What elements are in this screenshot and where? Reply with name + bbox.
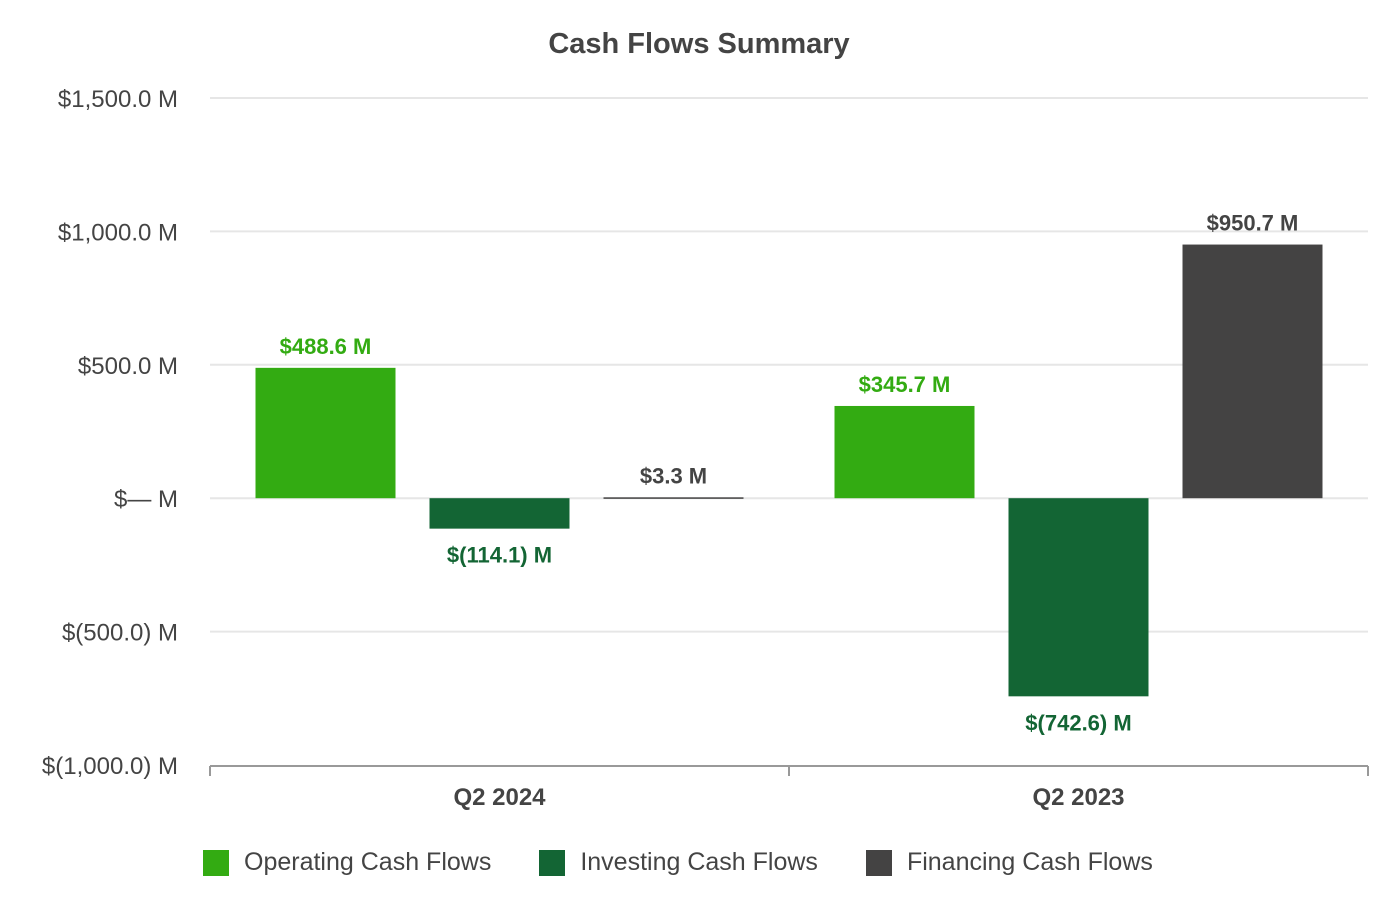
legend-item[interactable]: Investing Cash Flows <box>539 848 818 877</box>
legend-swatch <box>865 849 892 876</box>
bar-financing-cash-flows <box>1182 244 1323 499</box>
y-tick-label: $(1,000.0) M <box>42 753 178 780</box>
data-label: $(742.6) M <box>1025 710 1131 735</box>
y-tick-label: $500.0 M <box>78 353 178 380</box>
bar-investing-cash-flows <box>429 498 570 529</box>
legend-label: Financing Cash Flows <box>906 848 1153 876</box>
legend-swatch <box>539 849 566 876</box>
y-tick-label: $1,500.0 M <box>58 86 178 113</box>
x-category-label: Q2 2024 <box>453 784 546 811</box>
cash-flows-chart: Cash Flows Summary $1,500.0 M $1,000.0 M $… <box>42 28 1369 811</box>
legend-item[interactable]: Operating Cash Flows <box>203 848 491 877</box>
data-label: $950.7 M <box>1207 211 1299 236</box>
y-tick-label: $1,000.0 M <box>58 219 178 246</box>
legend: Operating Cash Flows Investing Cash Flows… <box>203 848 1201 877</box>
x-category-label: Q2 2023 <box>1032 784 1124 811</box>
y-tick-label: $— M <box>114 486 178 513</box>
legend-label: Investing Cash Flows <box>580 848 818 876</box>
bar-financing-cash-flows <box>603 497 744 499</box>
bar-operating-cash-flows <box>834 405 975 499</box>
data-label: $(114.1) M <box>447 543 552 568</box>
data-label: $3.3 M <box>640 463 707 488</box>
data-label: $345.7 M <box>859 372 951 397</box>
legend-label: Operating Cash Flows <box>244 848 492 876</box>
bar-investing-cash-flows <box>1008 498 1149 697</box>
chart-title: Cash Flows Summary <box>548 28 849 60</box>
y-tick-label: $(500.0) M <box>62 620 178 647</box>
legend-swatch <box>203 849 229 876</box>
legend-item[interactable]: Financing Cash Flows <box>865 848 1153 877</box>
data-label: $488.6 M <box>280 334 372 359</box>
bar-operating-cash-flows <box>255 367 396 499</box>
